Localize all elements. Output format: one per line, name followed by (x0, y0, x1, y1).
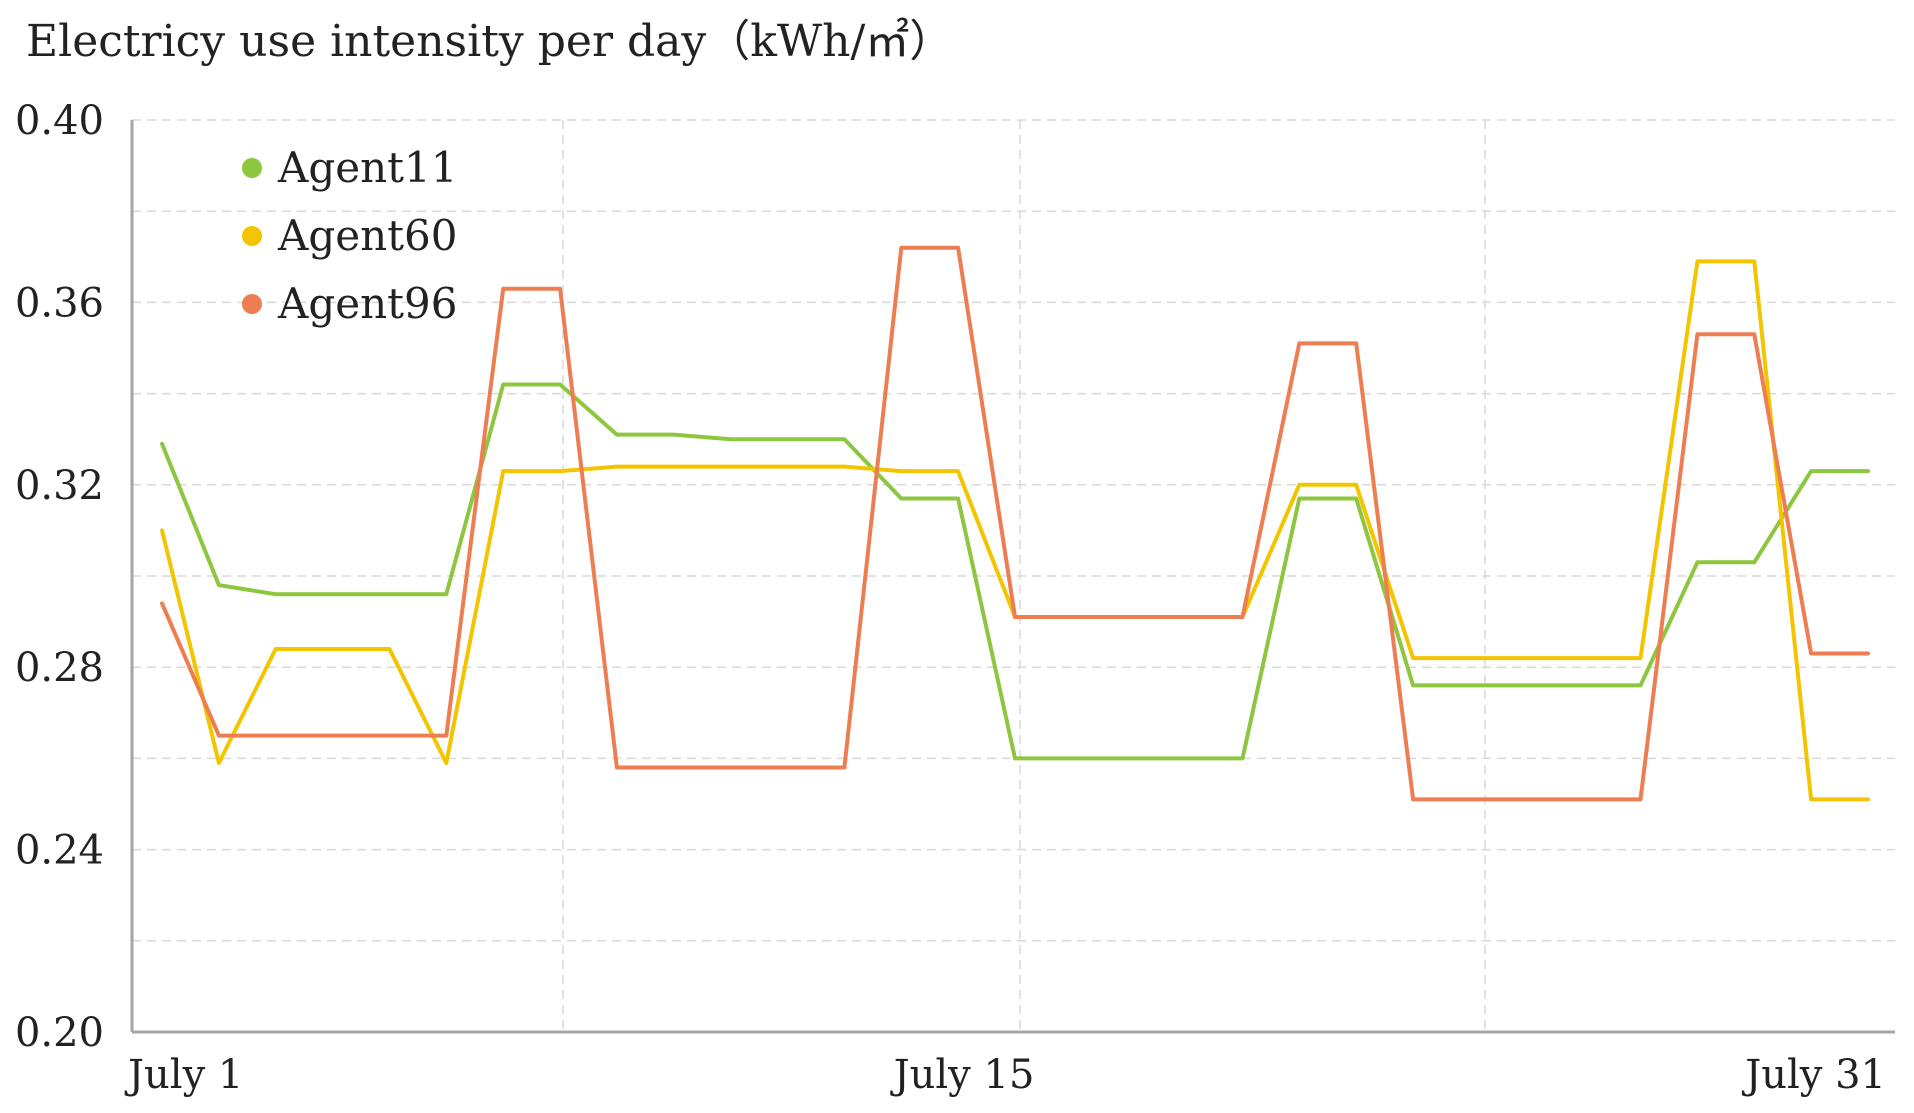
y-tick-label: 0.28 (15, 645, 104, 691)
x-tick-label: July 1 (124, 1052, 243, 1098)
legend-marker (242, 158, 262, 178)
series-line-agent96 (160, 245, 1870, 802)
series-line-agent60 (160, 259, 1870, 802)
x-tick-label: July 31 (1741, 1052, 1886, 1098)
legend: Agent11 Agent60 Agent96 (242, 143, 457, 328)
legend-label: Agent96 (277, 279, 457, 328)
x-tick-label: July 15 (890, 1052, 1035, 1098)
y-tick-label: 0.20 (15, 1010, 104, 1056)
y-tick-label: 0.36 (15, 280, 104, 326)
y-tick-label: 0.32 (15, 463, 104, 509)
axes (130, 120, 1895, 1034)
y-axis-title: Electricy use intensity per day（kWh/㎡） (26, 16, 953, 67)
grid (132, 119, 1895, 1032)
y-tick-label: 0.40 (15, 98, 104, 144)
y-tick-label: 0.24 (15, 828, 104, 874)
legend-label: Agent11 (277, 143, 457, 192)
x-axis-ticks: July 1 July 15 July 31 (124, 1052, 1886, 1098)
series-line-agent11 (160, 382, 1870, 761)
legend-marker (242, 226, 262, 246)
series-lines (160, 245, 1870, 802)
legend-label: Agent60 (277, 211, 457, 260)
y-axis-ticks: 0.40 0.36 0.32 0.28 0.24 0.20 (15, 98, 104, 1056)
legend-marker (242, 294, 262, 314)
